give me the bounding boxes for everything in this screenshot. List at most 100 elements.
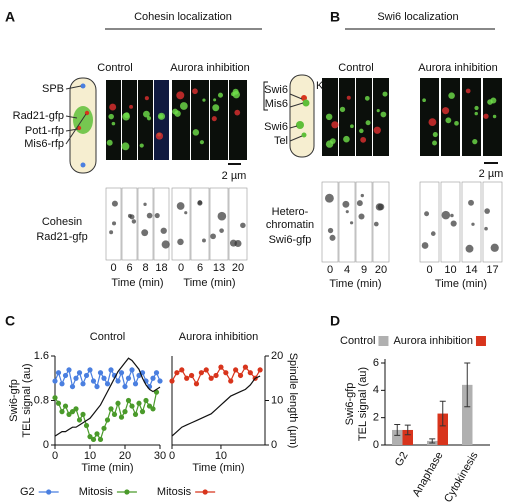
- data-point: [257, 367, 263, 373]
- pointer: [65, 85, 82, 90]
- data-point: [87, 434, 93, 440]
- data-point: [115, 378, 121, 384]
- fluor-spot: [176, 91, 185, 100]
- y-tick-label: 0.8: [34, 394, 49, 406]
- gray-spot: [160, 227, 167, 234]
- fluor-spot: [350, 124, 354, 129]
- data-point: [247, 370, 253, 376]
- gray-spot: [129, 214, 135, 220]
- fluor-spot: [212, 104, 220, 112]
- bracket: [263, 81, 268, 111]
- fluor-spot: [432, 140, 437, 146]
- time-value: 9: [361, 264, 367, 276]
- data-point: [83, 422, 90, 429]
- data-point: [150, 375, 156, 381]
- data-point: [136, 400, 142, 406]
- error-bar: [394, 424, 401, 436]
- panel-letter: C: [5, 313, 15, 329]
- gray-spot: [143, 202, 147, 206]
- gray-spot: [324, 193, 334, 203]
- gray-micrograph: [419, 181, 440, 263]
- legend-swatch: [378, 336, 389, 346]
- pointer: [289, 102, 304, 108]
- data-point: [62, 403, 69, 409]
- fluor-spot: [483, 113, 489, 119]
- data-point: [125, 375, 132, 381]
- time-label: Time (min): [111, 277, 163, 289]
- pointer: [65, 115, 78, 119]
- fluor-spot: [454, 120, 459, 126]
- data-point: [143, 397, 149, 404]
- marker-label: Kt: [316, 80, 326, 92]
- channel-label: Swi6-gfp: [269, 234, 312, 246]
- panel-letter: A: [5, 9, 15, 25]
- gray-spot: [360, 193, 364, 198]
- fluor-spot: [422, 98, 426, 103]
- legend-label: Control: [340, 335, 375, 347]
- data-point: [83, 372, 90, 379]
- micrograph: [172, 80, 190, 160]
- fluor-spot: [382, 91, 388, 97]
- time-value: 17: [486, 264, 498, 276]
- data-point: [55, 370, 62, 376]
- bar: [462, 384, 473, 445]
- data-point: [153, 370, 160, 376]
- data-point: [132, 411, 139, 418]
- fluor-spot: [129, 104, 133, 109]
- y-tick-label: 1.6: [34, 350, 49, 362]
- channel-label: Hetero-: [272, 206, 309, 218]
- gray-spot: [109, 230, 114, 235]
- x-tick-label: 20: [119, 450, 131, 462]
- marker-label: Mis6-rfp: [24, 138, 64, 150]
- x-axis-label: Time (min): [192, 462, 244, 474]
- marker-label: Mis6: [265, 98, 288, 110]
- fluor-spot: [448, 92, 455, 99]
- error-bar: [404, 424, 411, 436]
- fluor-spot: [346, 95, 351, 100]
- fluor-spot: [474, 105, 479, 111]
- data-point: [59, 381, 65, 387]
- fluor-spot: [108, 113, 114, 120]
- fluor-spot: [202, 98, 206, 102]
- data-point: [108, 367, 114, 373]
- micrograph: [356, 78, 372, 156]
- time-value: 8: [142, 262, 148, 274]
- data-point: [129, 403, 135, 409]
- data-point: [66, 411, 72, 418]
- legend-marker: [46, 489, 52, 495]
- data-point: [90, 378, 97, 384]
- micrograph: [441, 78, 460, 156]
- time-value: 18: [155, 262, 167, 274]
- chart-title: Aurora inhibition: [179, 331, 259, 343]
- fluor-spot: [211, 116, 217, 122]
- micrograph: [373, 78, 389, 156]
- bar: [402, 429, 413, 445]
- chart-title: Control: [90, 331, 125, 343]
- gray-spot: [342, 200, 350, 208]
- data-point: [108, 406, 114, 412]
- condition: Aurora inhibition: [170, 62, 250, 74]
- error-bar: [429, 438, 436, 444]
- fluor-spot: [158, 114, 164, 119]
- fluor-spot: [376, 109, 380, 113]
- micrograph: [122, 80, 137, 160]
- data-point: [59, 409, 65, 415]
- legend-label: Aurora inhibition: [393, 335, 473, 347]
- pointer: [289, 135, 303, 142]
- data-point: [118, 370, 125, 376]
- time-value: 14: [465, 264, 477, 276]
- time-value: 0: [178, 262, 184, 274]
- channel-label: Cohesin: [42, 216, 82, 228]
- data-point: [101, 375, 107, 381]
- gray-spot: [329, 234, 336, 241]
- legend-label: G2: [20, 486, 35, 498]
- gray-spot: [217, 211, 227, 221]
- bar: [392, 429, 403, 445]
- fluor-spot: [179, 102, 188, 110]
- spindle-line: [54, 357, 161, 437]
- data-point: [73, 406, 79, 412]
- fluor-spot: [490, 97, 497, 104]
- y-tick-label: 0: [43, 439, 49, 451]
- pointer: [289, 93, 303, 100]
